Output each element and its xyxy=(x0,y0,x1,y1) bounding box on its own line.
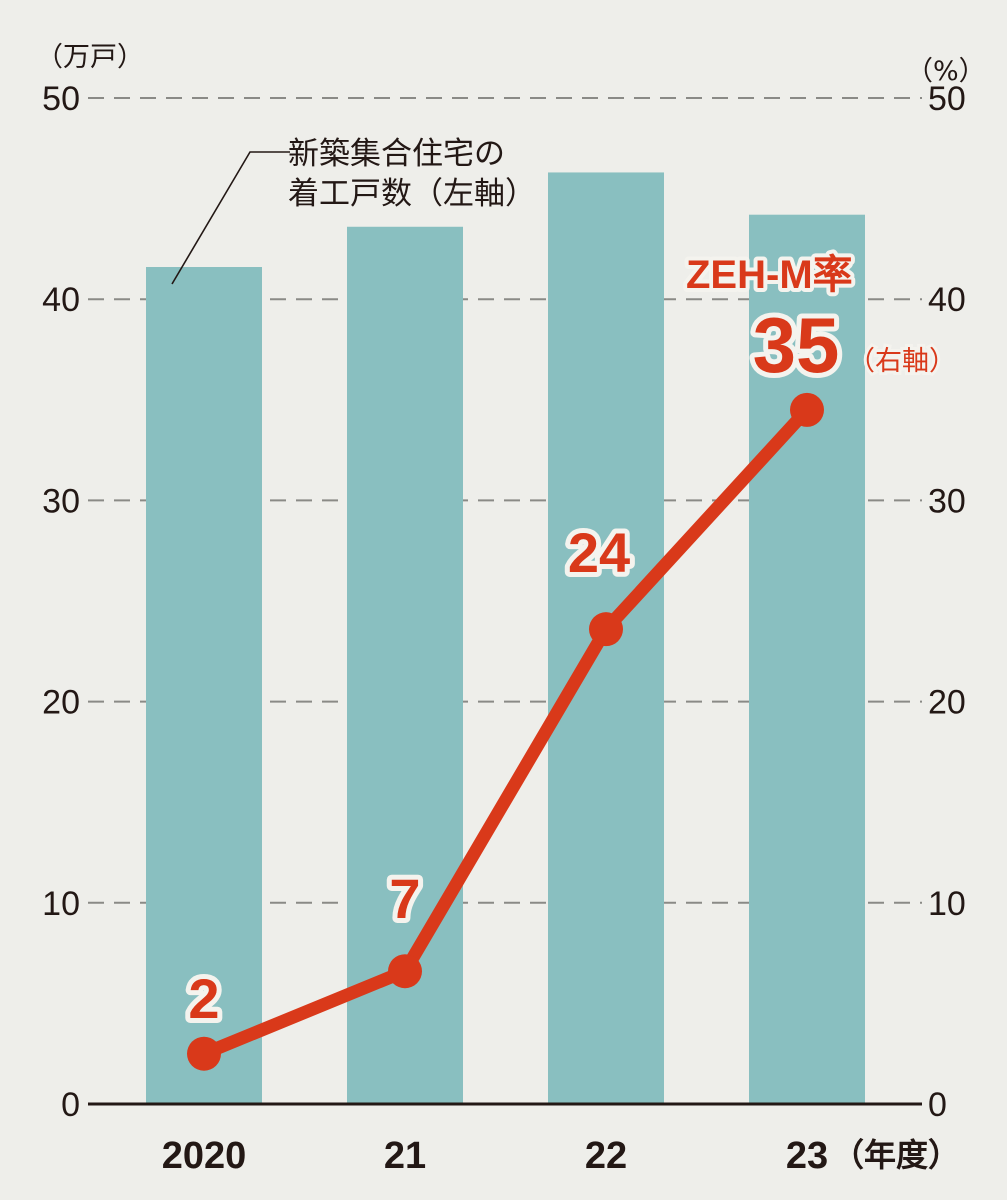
x-axis-unit: （年度） xyxy=(832,1136,960,1174)
left-tick-label: 0 xyxy=(61,1086,80,1124)
bar xyxy=(146,267,262,1104)
left-tick-label: 30 xyxy=(42,482,80,520)
right-tick-label: 50 xyxy=(928,80,966,118)
x-tick-label: 21 xyxy=(384,1135,426,1177)
x-tick-label: 2020 xyxy=(162,1135,247,1177)
right-tick-label: 0 xyxy=(928,1086,947,1124)
right-axis-ticks: 0 10 20 30 40 50 xyxy=(928,80,966,1124)
right-axis-unit: （%） xyxy=(906,56,986,87)
annotation-leader-line xyxy=(171,151,290,285)
left-tick-label: 20 xyxy=(42,684,80,722)
line-path xyxy=(197,403,814,1061)
data-labels: 2 7 24 35 xyxy=(183,296,844,1035)
x-tick-label: 23 xyxy=(786,1135,828,1177)
line-point xyxy=(589,612,623,647)
line-point xyxy=(790,392,824,427)
left-tick-label: 50 xyxy=(42,80,80,118)
line-series xyxy=(187,392,824,1071)
left-axis-ticks: 0 10 20 30 40 50 xyxy=(42,80,80,1124)
data-label: 35 xyxy=(753,301,840,389)
right-tick-label: 10 xyxy=(928,885,966,923)
left-tick-label: 40 xyxy=(42,281,80,319)
line-point xyxy=(388,954,422,989)
data-label: 2 xyxy=(188,967,219,1030)
line-point xyxy=(187,1036,221,1071)
bar xyxy=(749,214,865,1105)
left-axis-unit: （万戸） xyxy=(36,42,144,73)
right-tick-label: 40 xyxy=(928,281,966,319)
bar-annotation-line2: 着工戸数（左軸） xyxy=(288,176,536,212)
data-label: 7 xyxy=(389,867,420,930)
left-tick-label: 10 xyxy=(42,885,80,923)
data-label: 24 xyxy=(568,521,630,584)
right-tick-label: 30 xyxy=(928,482,966,520)
x-axis-ticks: 2020 21 22 23 （年度） xyxy=(162,1135,960,1177)
line-axis-note: （右軸） xyxy=(848,346,956,377)
x-tick-label: 22 xyxy=(585,1135,627,1177)
bar-annotation-line1: 新築集合住宅の xyxy=(288,136,505,172)
line-series-title: ZEH-M率 xyxy=(686,253,853,297)
right-tick-label: 20 xyxy=(928,684,966,722)
